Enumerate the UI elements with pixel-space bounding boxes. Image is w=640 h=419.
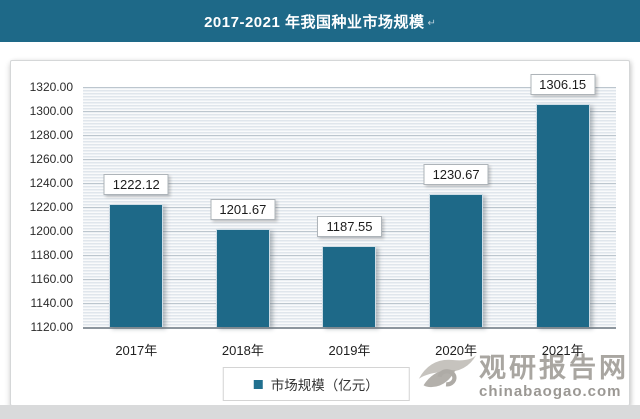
bar-cell: 1222.12 [83, 87, 190, 327]
y-axis-tick-label: 1160.00 [30, 272, 74, 286]
bar-cell: 1187.55 [296, 87, 403, 327]
market-size-bar-2020年 [429, 194, 484, 327]
y-axis-tick-label: 1200.00 [29, 224, 73, 238]
watermark-text: 观研报告网 chinabaogao.com [479, 354, 629, 400]
market-size-bar-2017年 [109, 204, 164, 327]
legend-swatch-icon [253, 379, 263, 389]
bar-value-label: 1187.55 [317, 215, 382, 237]
y-axis-tick-label: 1220.00 [29, 200, 73, 214]
bars-container: 1222.12 1201.67 1187.55 1230.67 1306.15 [83, 73, 616, 327]
market-size-bar-2019年 [322, 245, 377, 327]
y-axis-tick-labels: 1320.00 1300.00 1280.00 1260.00 1240.00 1220.… [11, 80, 74, 334]
chart-card: 1320.00 1300.00 1280.00 1260.00 1240.00 1220.… [10, 60, 630, 406]
bar-value-label: 1306.15 [530, 73, 596, 95]
y-axis-tick-label: 1120.00 [30, 320, 74, 334]
y-axis-tick-label: 1180.00 [30, 248, 74, 262]
bar-cell: 1201.67 [190, 87, 297, 327]
y-axis-tick-label: 1260.00 [29, 152, 73, 166]
chart-legend: 市场规模（亿元） [222, 367, 410, 401]
x-axis-label: 2021年 [541, 343, 584, 358]
y-axis-tick-label: 1280.00 [29, 128, 73, 142]
bar-cell: 1306.15 [509, 73, 616, 327]
bottom-strip [0, 405, 640, 419]
plot-area: 1222.12 1201.67 1187.55 1230.67 1306.15 [83, 73, 616, 329]
page-title: 2017-2021 年我国种业市场规模 [204, 13, 425, 31]
bar-cell: 1230.67 [403, 87, 510, 327]
x-axis-label: 2017年 [115, 343, 158, 358]
market-size-bar-2021年 [535, 103, 590, 327]
x-axis-label: 2020年 [435, 343, 478, 358]
y-axis-tick-label: 1320.00 [29, 80, 73, 94]
bar-value-label: 1201.67 [210, 199, 276, 220]
x-axis-labels: 2017年 2018年 2019年 2020年 2021年 [83, 341, 616, 361]
bar-value-label: 1222.12 [103, 174, 169, 196]
chart-title-bar: 2017-2021 年我国种业市场规模 ↵ [0, 0, 640, 42]
x-axis-label: 2019年 [328, 343, 371, 358]
watermark-site-url: chinabaogao.com [479, 382, 622, 400]
x-axis-label: 2018年 [221, 343, 264, 358]
y-axis-tick-label: 1300.00 [29, 104, 73, 118]
bar-value-label: 1230.67 [423, 164, 489, 186]
y-axis-tick-label: 1140.00 [30, 296, 74, 310]
y-axis-tick-label: 1240.00 [29, 176, 73, 190]
return-mark-glyph: ↵ [427, 17, 436, 29]
legend-label: 市场规模（亿元） [270, 378, 379, 393]
market-size-bar-2018年 [215, 229, 270, 327]
